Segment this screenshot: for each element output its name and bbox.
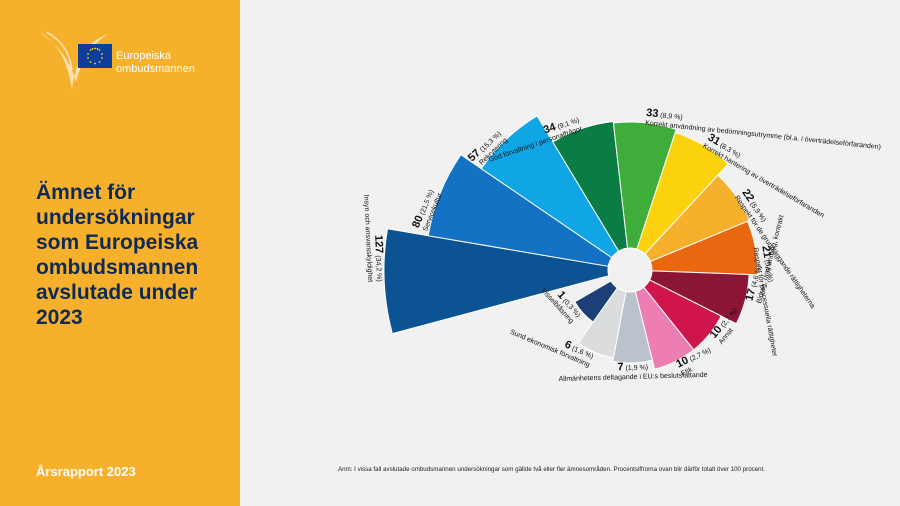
page-title: Ämnet för undersökningar som Europeiska … [36, 180, 236, 330]
sector-value-12: 7 (1,9 %) [617, 360, 648, 373]
sector-6 [636, 131, 730, 255]
sector-2 [427, 153, 613, 267]
title-line-2: undersökningar [36, 206, 195, 229]
sector-13 [577, 287, 627, 359]
sector-label-1: 127 (34,2 %)Insyn och ansvarsskyldighet [362, 195, 386, 283]
sector-label-12: 7 (1,9 %)Allmänhetens deltagande i EU:s … [558, 360, 707, 383]
title-line-4: ombudsmannen [36, 256, 199, 279]
ombudsman-logo [38, 31, 112, 90]
sector-3 [480, 115, 620, 259]
title-line-3: som Europeiska [36, 231, 199, 254]
polar-area-chart: 127 (34,2 %)Insyn och ansvarsskyldighet 8… [362, 107, 881, 383]
sector-category-12: Allmänhetens deltagande i EU:s beslutsfa… [558, 372, 707, 383]
sector-1 [383, 228, 610, 335]
sector-9 [648, 270, 750, 325]
sector-value-1: 127 (34,2 %) [372, 235, 386, 282]
logo-text: Europeiska ombudsmannen [116, 50, 195, 76]
sector-8 [649, 220, 758, 276]
report-label: Årsrapport 2023 [36, 464, 136, 479]
sector-value-8: 21 (5,6 %) [759, 245, 777, 283]
sector-7 [644, 174, 751, 263]
sector-category-11: Etik [680, 366, 694, 378]
footnote: Anm: I vissa fall avslutade ombudsmannen… [338, 466, 766, 473]
logo-line-1: Europeiska [116, 50, 172, 62]
sidebar: Europeiska ombudsmannen Ämnet för unders… [0, 0, 240, 506]
title-line-5: avslutade under [36, 281, 198, 304]
sector-14 [574, 280, 618, 323]
title-line-1: Ämnet för [36, 181, 136, 204]
logo-line-2: ombudsmannen [116, 63, 195, 75]
eu-flag-icon [78, 44, 112, 68]
sector-4 [552, 120, 629, 252]
sector-value-5: 33 (8,9 %) [646, 107, 684, 123]
title-line-6: 2023 [36, 306, 83, 329]
sector-5 [612, 121, 677, 250]
sector-category-1: Insyn och ansvarsskyldighet [362, 195, 373, 283]
